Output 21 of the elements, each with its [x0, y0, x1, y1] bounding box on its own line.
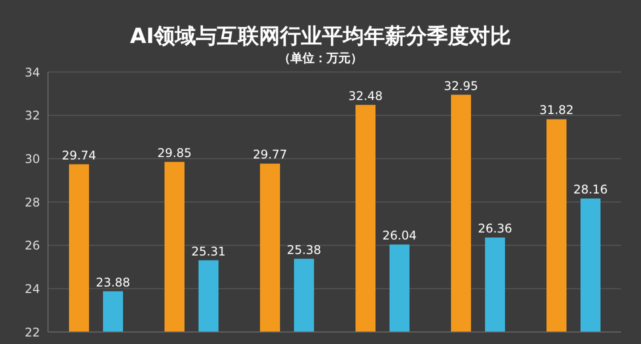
chart-subtitle: （单位：万元） — [278, 50, 364, 67]
data-label: 32.95 — [444, 78, 478, 93]
data-label: 29.77 — [252, 148, 288, 162]
data-label: 32.48 — [348, 88, 383, 103]
y-tick-label: 34 — [24, 65, 40, 80]
data-label: 29.74 — [62, 148, 96, 162]
data-label: 25.31 — [191, 244, 226, 258]
y-tick-label: 32 — [24, 108, 40, 123]
data-label: 31.82 — [539, 103, 574, 118]
y-tick-label: 30 — [24, 152, 40, 166]
data-label: 26.36 — [478, 222, 512, 236]
y-tick-label: 24 — [24, 282, 40, 296]
y-tick-label: 26 — [24, 238, 40, 253]
data-label: 25.38 — [286, 242, 322, 257]
chart-title: AI领域与互联网行业平均年薪分季度对比 — [128, 23, 512, 50]
data-label: 26.04 — [382, 228, 417, 242]
data-label: 29.85 — [157, 146, 192, 160]
y-tick-label: 22 — [24, 325, 40, 340]
data-label: 23.88 — [96, 275, 130, 290]
y-tick-label: 28 — [24, 195, 40, 210]
data-label: 28.16 — [573, 182, 608, 197]
